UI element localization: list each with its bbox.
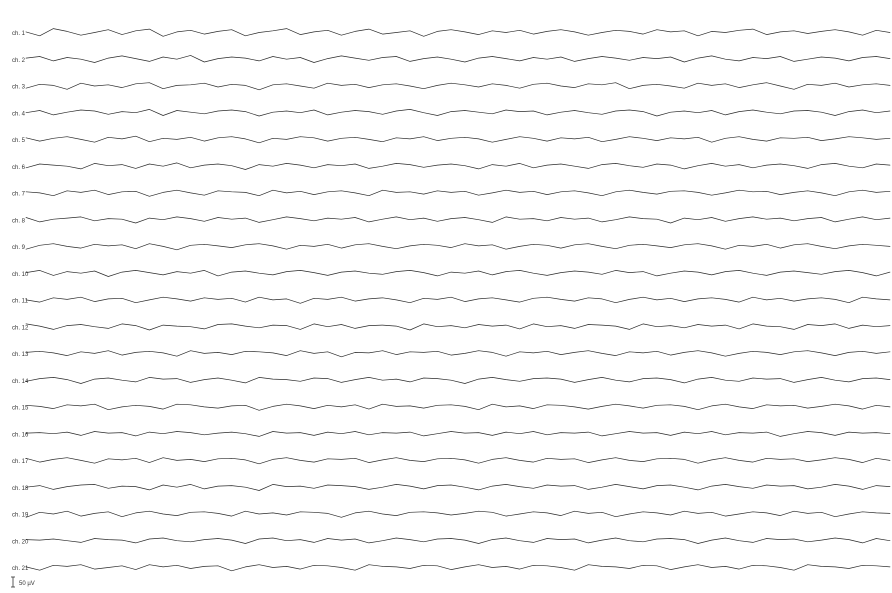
channel-trace	[25, 189, 891, 197]
channel-trace	[25, 457, 891, 465]
channel-label: ch. 13	[12, 352, 29, 358]
channel-label: ch. 2	[12, 58, 26, 64]
channel-label: ch. 12	[12, 325, 29, 331]
channel-label: ch. 15	[12, 406, 29, 412]
channel-label: ch. 18	[12, 486, 29, 492]
channel-label: ch. 9	[12, 245, 26, 251]
channel-label: ch. 14	[12, 379, 29, 385]
channel-label: ch. 17	[12, 459, 29, 465]
channel-trace	[25, 564, 891, 572]
amplitude-scale-bar: 50 µV	[11, 576, 35, 588]
channel-labels: ch. 1 ch. 2 ch. 3 ch. 4 ch. 5 ch. 6 ch. 7 ch. 8…	[12, 31, 29, 572]
channel-label: ch. 1	[12, 31, 26, 37]
channel-label: ch. 21	[12, 566, 29, 572]
channel-label: ch. 10	[12, 272, 29, 278]
channel-trace	[25, 431, 891, 437]
channel-label: ch. 7	[12, 192, 26, 198]
channel-trace	[25, 350, 891, 358]
channel-trace	[25, 109, 891, 117]
channel-traces	[25, 28, 891, 572]
channel-label: ch. 20	[12, 539, 29, 545]
channel-label: ch. 6	[12, 165, 26, 171]
channel-trace	[25, 82, 891, 91]
channel-label: ch. 16	[12, 432, 29, 438]
channel-trace	[25, 28, 891, 37]
channel-label: ch. 4	[12, 111, 26, 117]
channel-trace	[25, 510, 891, 518]
channel-trace	[25, 270, 891, 277]
channel-trace	[25, 377, 891, 384]
channel-trace	[25, 162, 891, 170]
scale-bar-label: 50 µV	[19, 581, 35, 587]
channel-label: ch. 19	[12, 513, 29, 519]
channel-trace	[25, 323, 891, 331]
channel-trace	[25, 243, 891, 251]
channel-trace	[25, 135, 891, 144]
channel-trace	[25, 296, 891, 304]
channel-trace	[25, 55, 891, 63]
channel-label: ch. 8	[12, 218, 26, 224]
channel-trace	[25, 403, 891, 411]
channel-trace	[25, 484, 891, 491]
channel-trace	[25, 216, 891, 224]
channel-label: ch. 11	[12, 299, 29, 305]
channel-trace	[25, 537, 891, 544]
channel-label: ch. 5	[12, 138, 26, 144]
channel-label: ch. 3	[12, 85, 26, 91]
